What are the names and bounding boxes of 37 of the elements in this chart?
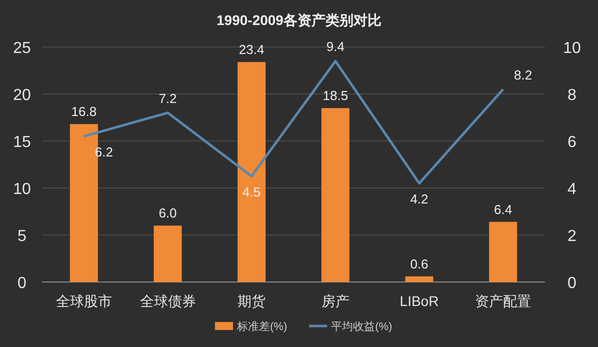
y2-tick-label: 4 [568,181,577,198]
x-tick-label: 全球债券 [140,293,196,309]
x-tick-label: 全球股市 [56,293,112,309]
data-label: 8.2 [514,67,532,82]
chart-title: 1990-2009各资产类别对比 [216,12,382,28]
y2-tick-label: 10 [563,40,581,57]
y-tick-label: 20 [13,87,31,104]
data-label: 18.5 [322,88,348,104]
y-tick-label: 10 [13,181,31,198]
x-tick-label: LIBoR [400,293,439,309]
data-label: 23.4 [238,42,264,58]
data-label: 0.6 [410,256,428,272]
x-tick-label: 房产 [321,293,350,309]
bar [405,276,434,282]
data-label: 16.8 [71,104,97,120]
y-tick-label: 25 [13,40,31,57]
y2-tick-label: 8 [568,87,577,104]
y2-tick-label: 2 [568,228,577,245]
data-label: 4.5 [242,184,261,200]
x-tick-label: 期货 [238,293,266,309]
data-label: 6.0 [158,206,177,221]
bar [238,62,266,282]
bar [489,222,518,282]
bar [321,108,350,282]
y2-tick-label: 6 [568,134,577,151]
data-label: 4.2 [410,191,428,206]
y-tick-label: 0 [18,275,27,292]
y-tick-label: 15 [13,134,31,151]
y2-tick-label: 0 [568,275,577,292]
data-label: 6.4 [494,202,512,217]
x-tick-label: 资产配置 [475,293,532,309]
data-label: 7.2 [158,90,177,106]
legend-label: 平均收益(%) [331,321,392,333]
legend-label: 标准差(%) [236,320,288,333]
bar [154,226,182,282]
data-label: 9.4 [326,39,344,54]
y-tick-label: 5 [18,228,27,245]
